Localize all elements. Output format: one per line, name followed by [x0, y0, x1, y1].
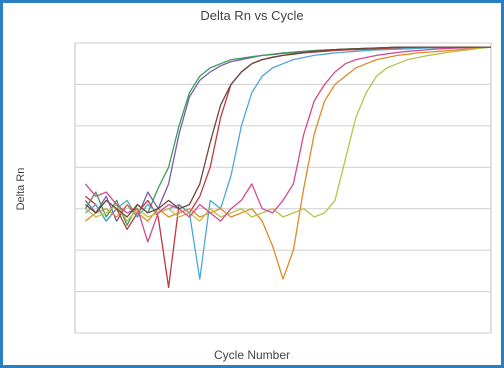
series-line-6 — [84, 46, 492, 222]
series-line-7 — [84, 46, 491, 243]
chart-title: Delta Rn vs Cycle — [200, 8, 304, 23]
series-line-8 — [84, 46, 491, 218]
series-line-1 — [84, 46, 491, 222]
series-line-4 — [84, 46, 491, 280]
series-line-2 — [84, 46, 491, 226]
x-axis-label: Cycle Number — [213, 348, 291, 362]
plot-area — [74, 42, 492, 334]
plot-border — [74, 42, 492, 334]
series-line-5 — [84, 46, 492, 280]
